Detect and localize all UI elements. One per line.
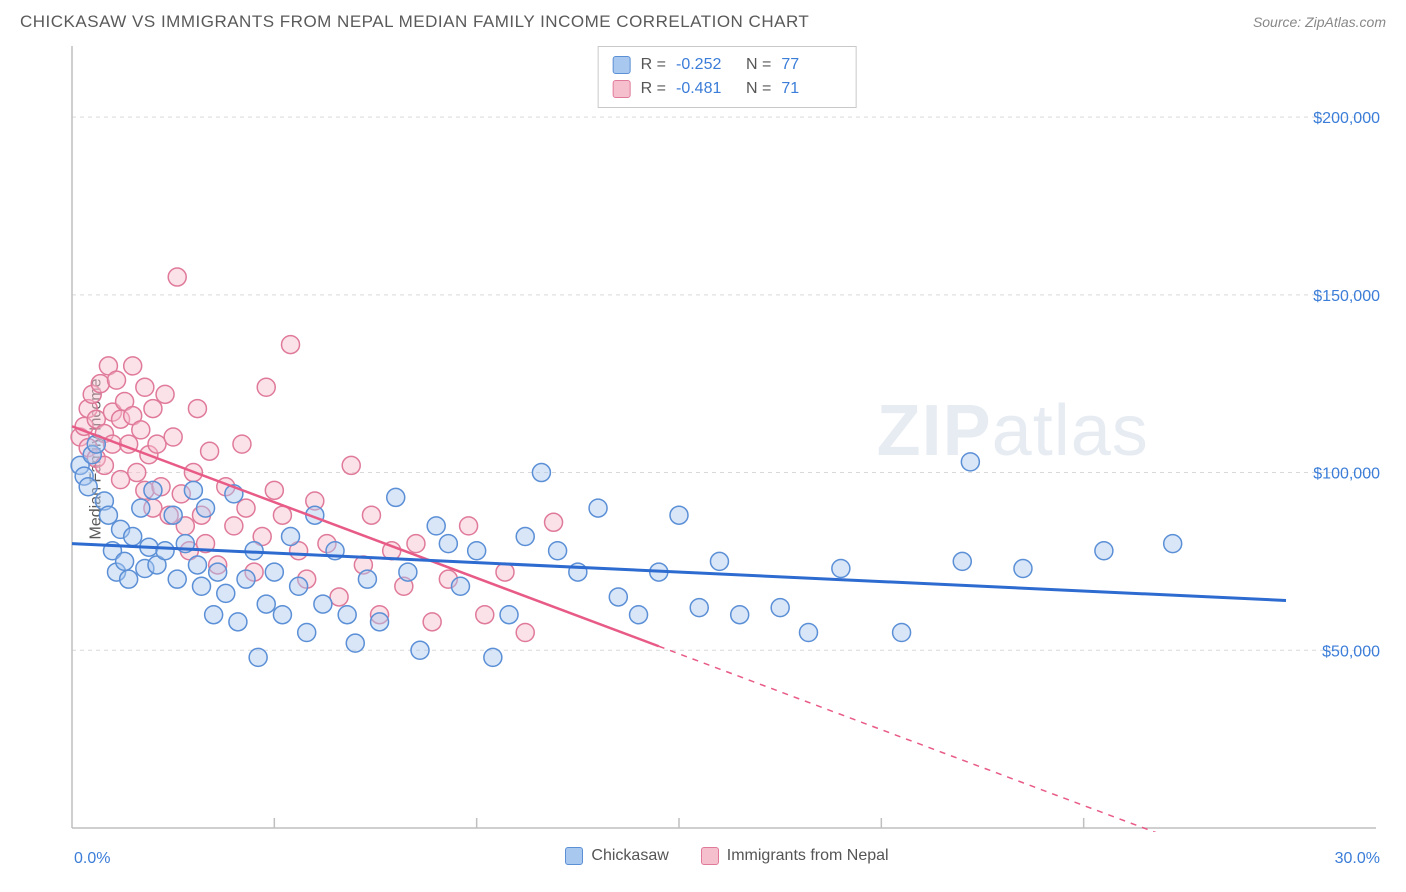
stats-row: R = -0.252 N = 77 — [613, 53, 842, 77]
stats-box: R = -0.252 N = 77 R = -0.481 N = 71 — [598, 46, 857, 108]
n-value: 77 — [781, 53, 841, 77]
legend-label: Immigrants from Nepal — [727, 847, 889, 865]
legend-swatch — [701, 847, 719, 865]
legend-item-nepal: Immigrants from Nepal — [701, 847, 889, 865]
svg-text:$100,000: $100,000 — [1313, 466, 1380, 483]
page-title: CHICKASAW VS IMMIGRANTS FROM NEPAL MEDIA… — [20, 12, 809, 32]
chart-container: Median Family Income $50,000$100,000$150… — [20, 42, 1386, 876]
n-value: 71 — [781, 77, 841, 101]
scatter-plot: $50,000$100,000$150,000$200,000 ZIPatlas… — [68, 42, 1386, 832]
bottom-legend: 0.0% Chickasaw Immigrants from Nepal 30.… — [68, 836, 1386, 876]
x-max-label: 30.0% — [1335, 850, 1380, 868]
r-value: -0.481 — [676, 77, 736, 101]
legend-label: Chickasaw — [591, 847, 668, 865]
legend-swatch — [565, 847, 583, 865]
source-label: Source: ZipAtlas.com — [1253, 14, 1386, 30]
x-min-label: 0.0% — [74, 850, 110, 868]
svg-text:$200,000: $200,000 — [1313, 110, 1380, 127]
stats-swatch — [613, 56, 631, 74]
svg-text:$150,000: $150,000 — [1313, 288, 1380, 305]
plot-svg: $50,000 $100,000 $150,000 $200,000 — [68, 42, 1386, 832]
r-label: R = — [641, 77, 666, 101]
legend-item-chickasaw: Chickasaw — [565, 847, 668, 865]
r-label: R = — [641, 53, 666, 77]
n-label: N = — [746, 53, 771, 77]
stats-row: R = -0.481 N = 71 — [613, 77, 842, 101]
svg-text:$50,000: $50,000 — [1322, 643, 1380, 660]
n-label: N = — [746, 77, 771, 101]
r-value: -0.252 — [676, 53, 736, 77]
stats-swatch — [613, 80, 631, 98]
